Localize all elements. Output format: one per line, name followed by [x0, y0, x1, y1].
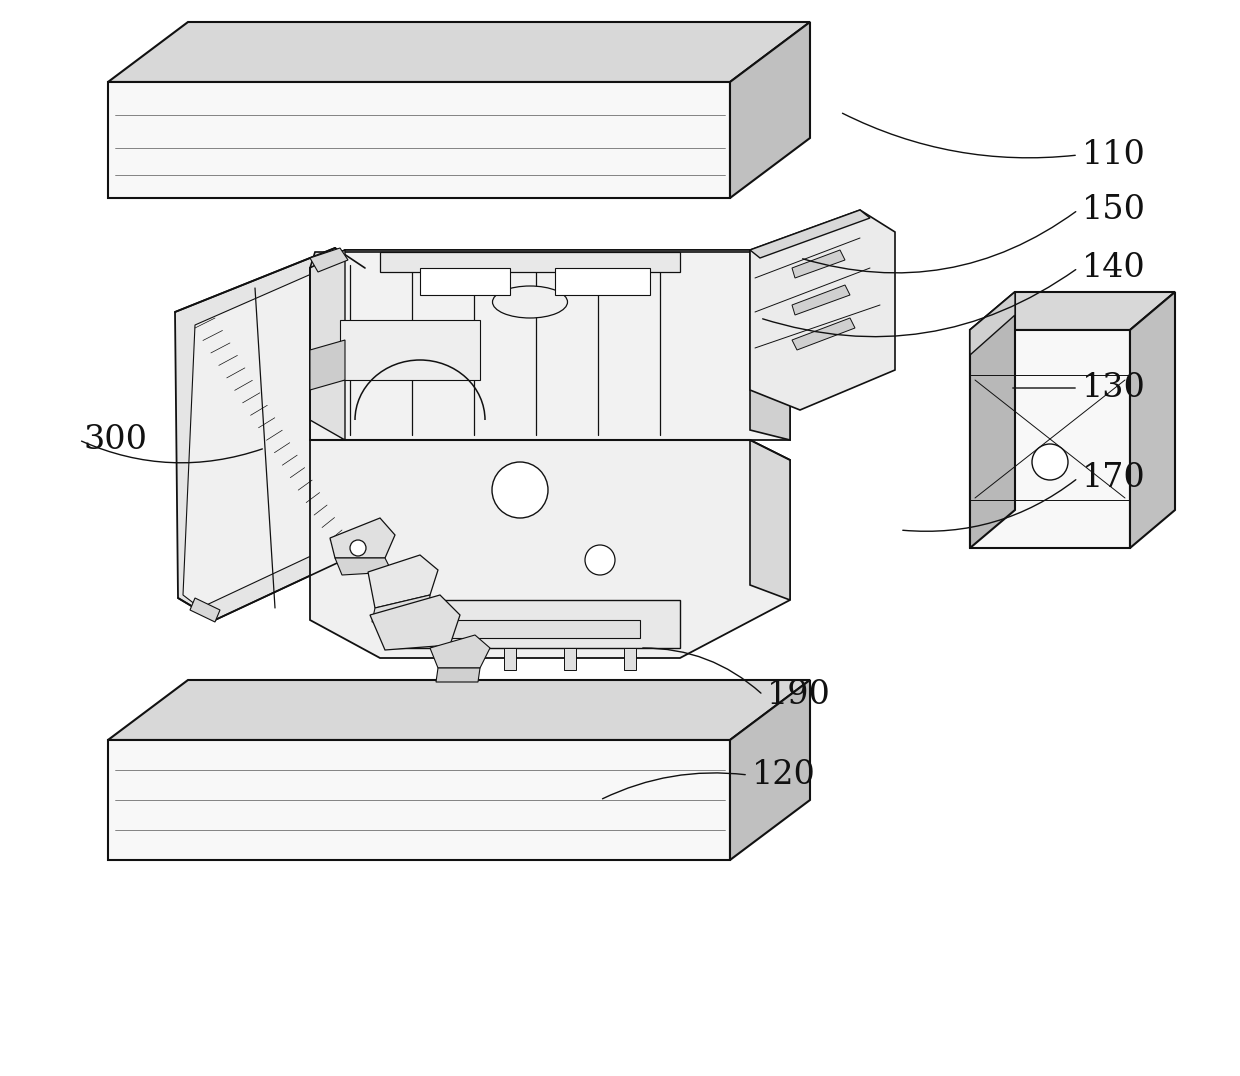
- Polygon shape: [970, 292, 1016, 548]
- Polygon shape: [379, 252, 680, 272]
- Text: 190: 190: [768, 679, 831, 711]
- Polygon shape: [310, 340, 345, 390]
- Polygon shape: [430, 635, 490, 668]
- Polygon shape: [1130, 292, 1176, 548]
- Polygon shape: [792, 285, 849, 315]
- Polygon shape: [503, 648, 516, 670]
- Circle shape: [492, 462, 548, 518]
- Polygon shape: [556, 268, 650, 295]
- Text: 300: 300: [83, 424, 148, 456]
- Polygon shape: [750, 250, 790, 440]
- Polygon shape: [420, 620, 640, 638]
- Polygon shape: [108, 22, 810, 82]
- Polygon shape: [310, 250, 790, 440]
- Circle shape: [1032, 444, 1068, 480]
- Circle shape: [350, 540, 366, 556]
- Polygon shape: [970, 292, 1016, 355]
- Polygon shape: [184, 268, 345, 608]
- Polygon shape: [310, 250, 790, 270]
- Polygon shape: [730, 680, 810, 860]
- Circle shape: [585, 546, 615, 575]
- Polygon shape: [340, 320, 480, 380]
- Polygon shape: [564, 648, 577, 670]
- Polygon shape: [330, 518, 396, 558]
- Polygon shape: [436, 668, 480, 682]
- Polygon shape: [175, 247, 365, 620]
- Polygon shape: [750, 210, 870, 258]
- Polygon shape: [970, 292, 1176, 330]
- Polygon shape: [335, 558, 392, 575]
- Polygon shape: [190, 598, 219, 622]
- Polygon shape: [444, 648, 456, 670]
- Text: 150: 150: [1083, 194, 1146, 226]
- Polygon shape: [370, 595, 460, 650]
- Polygon shape: [108, 680, 810, 740]
- Text: 140: 140: [1083, 252, 1146, 284]
- Ellipse shape: [492, 286, 568, 318]
- Polygon shape: [624, 648, 636, 670]
- Polygon shape: [391, 600, 680, 648]
- Polygon shape: [372, 595, 430, 622]
- Polygon shape: [368, 555, 438, 608]
- Polygon shape: [792, 250, 844, 278]
- Polygon shape: [310, 250, 345, 440]
- Text: 110: 110: [1083, 139, 1146, 171]
- Text: 120: 120: [751, 759, 816, 791]
- Polygon shape: [108, 740, 730, 860]
- Polygon shape: [310, 247, 348, 272]
- Polygon shape: [792, 318, 856, 350]
- Polygon shape: [750, 440, 790, 600]
- Polygon shape: [730, 22, 810, 198]
- Text: 170: 170: [1083, 462, 1146, 494]
- Polygon shape: [310, 440, 790, 659]
- Polygon shape: [420, 268, 510, 295]
- Polygon shape: [108, 82, 730, 198]
- Polygon shape: [750, 210, 895, 410]
- Polygon shape: [970, 330, 1130, 548]
- Text: 130: 130: [1083, 372, 1146, 404]
